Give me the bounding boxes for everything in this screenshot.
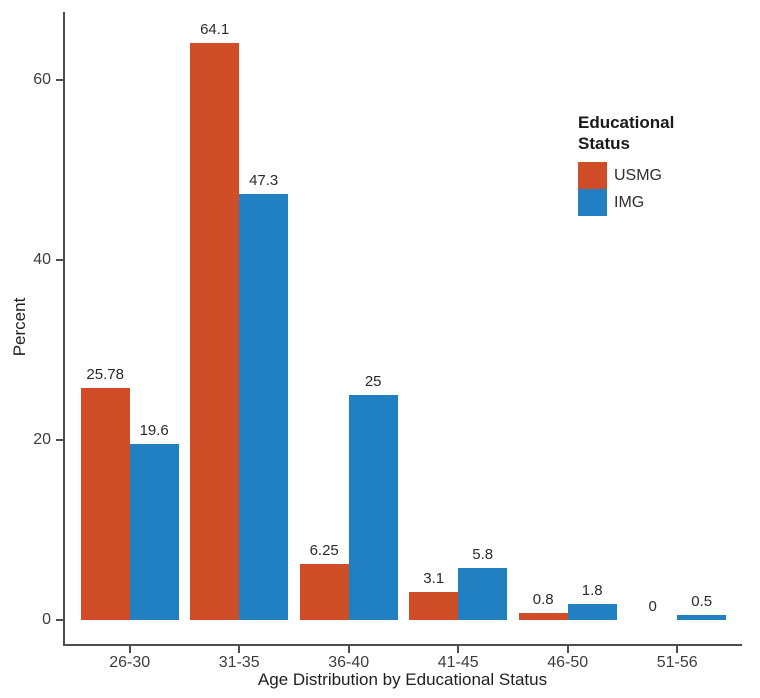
y-axis-line (63, 12, 65, 645)
bar-value-label: 3.1 (423, 570, 445, 587)
bar-value-label: 5.8 (472, 546, 494, 563)
y-tick-label: 0 (42, 611, 51, 628)
bar-value-label: 25.78 (86, 366, 124, 383)
legend-title: Educational Status (578, 112, 674, 154)
legend-item-usmg: USMG (578, 162, 674, 189)
x-tick-mark (128, 646, 131, 653)
bar-value-label: 0 (648, 598, 657, 615)
bar-img-26-30 (129, 444, 179, 620)
x-tick-mark (676, 646, 679, 653)
x-tick-mark (457, 646, 460, 653)
legend-label-usmg: USMG (614, 167, 662, 184)
y-tick-label: 40 (33, 251, 51, 268)
x-tick-mark (347, 646, 350, 653)
x-tick-label: 41-45 (437, 654, 479, 671)
bar-value-label: 1.8 (581, 582, 603, 599)
y-axis-title: Percent (10, 297, 29, 357)
bar-value-label: 6.25 (309, 542, 339, 559)
bar-img-36-40 (348, 395, 398, 620)
legend: Educational Status USMG IMG (578, 112, 674, 216)
bar-value-label: 19.6 (139, 422, 169, 439)
bar-img-51-56 (677, 615, 727, 620)
bar-usmg-26-30 (80, 388, 130, 620)
x-axis-line (63, 644, 742, 646)
y-tick-mark (56, 259, 63, 261)
x-tick-mark (566, 646, 569, 653)
x-tick-label: 36-40 (328, 654, 370, 671)
bar-value-label: 47.3 (249, 172, 279, 189)
y-tick-mark (56, 79, 63, 81)
bar-value-label: 0.8 (532, 591, 554, 608)
bar-value-label: 64.1 (200, 21, 230, 38)
x-tick-label: 31-35 (218, 654, 260, 671)
x-axis-title: Age Distribution by Educational Status (257, 670, 548, 689)
legend-title-line1: Educational (578, 113, 675, 132)
bar-usmg-41-45 (409, 592, 459, 620)
bar-value-label: 0.5 (691, 593, 713, 610)
bar-usmg-46-50 (518, 613, 568, 620)
legend-swatch-img (578, 189, 607, 216)
y-tick-mark (56, 439, 63, 441)
bar-usmg-31-35 (190, 43, 240, 620)
legend-swatch-usmg (578, 162, 607, 189)
x-tick-label: 46-50 (547, 654, 589, 671)
y-tick-label: 60 (33, 71, 51, 88)
x-tick-label: 51-56 (656, 654, 698, 671)
y-tick-label: 20 (33, 431, 51, 448)
bar-img-46-50 (567, 604, 617, 620)
bar-img-31-35 (239, 194, 289, 620)
x-tick-label: 26-30 (109, 654, 151, 671)
legend-label-img: IMG (614, 194, 645, 211)
legend-title-line2: Status (578, 134, 630, 153)
bar-value-label: 25 (364, 373, 382, 390)
x-tick-mark (238, 646, 241, 653)
bar-img-41-45 (458, 568, 508, 620)
bar-usmg-36-40 (299, 564, 349, 620)
y-tick-mark (56, 619, 63, 621)
legend-item-img: IMG (578, 189, 674, 216)
